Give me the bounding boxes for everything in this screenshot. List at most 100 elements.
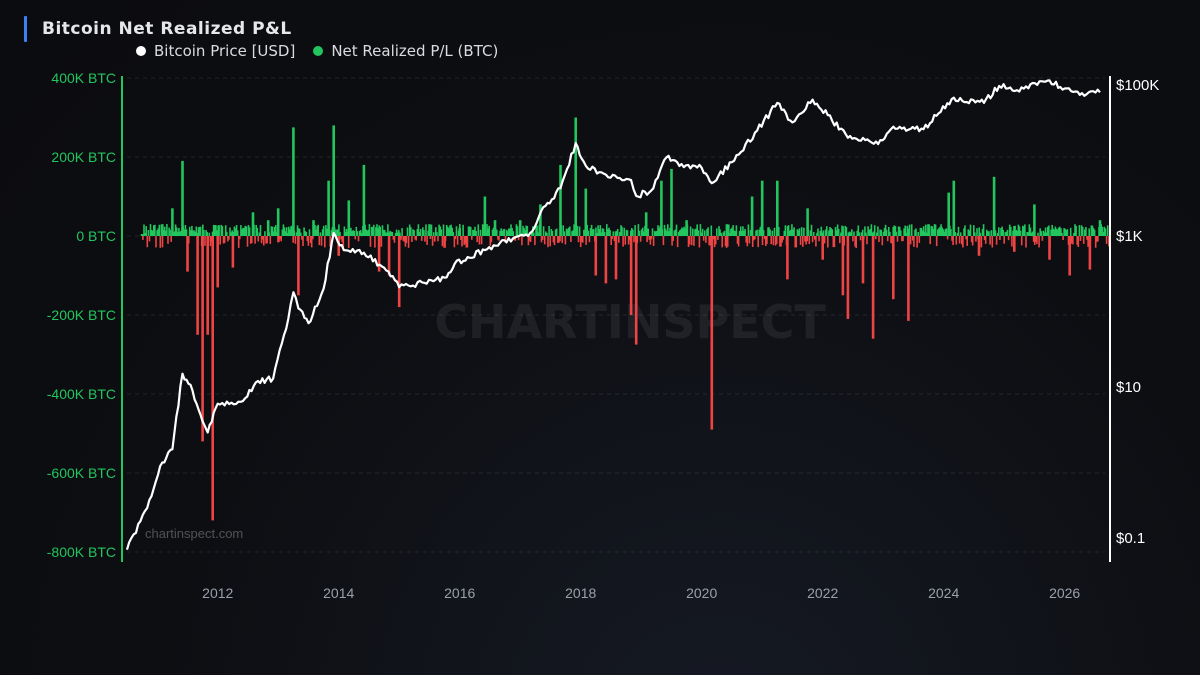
pl-noise-bar [402, 236, 404, 241]
pl-bar [750, 196, 754, 236]
pl-noise-bar [361, 232, 363, 236]
pl-noise-bar [873, 225, 876, 236]
pl-noise-bar [1084, 229, 1086, 236]
pl-noise-bar [763, 236, 766, 240]
pl-noise-bar [986, 229, 988, 236]
pl-noise-bar [304, 231, 306, 236]
pl-noise-bar [945, 228, 948, 236]
pl-noise-bar [772, 236, 775, 246]
legend-item-price[interactable]: Bitcoin Price [USD] [136, 42, 295, 60]
legend-item-pl[interactable]: Net Realized P/L (BTC) [313, 42, 498, 60]
pl-noise-bar [891, 236, 893, 244]
pl-noise-bar [472, 229, 474, 236]
pl-noise-bar [1098, 226, 1100, 236]
pl-noise-bar [338, 224, 340, 236]
pl-noise-bar [836, 224, 839, 236]
pl-noise-bar [380, 236, 383, 247]
pl-noise-bar [646, 236, 648, 243]
pl-noise-bar [526, 226, 529, 236]
pl-noise-bar [535, 225, 537, 236]
pl-noise-bar [851, 229, 853, 236]
pl-noise-bar [500, 228, 502, 236]
pl-noise-bar [386, 232, 388, 236]
pl-noise-bar [294, 236, 297, 244]
pl-noise-bar [146, 236, 149, 248]
pl-noise-bar [915, 228, 917, 236]
pl-noise-bar [395, 229, 398, 236]
pl-noise-bar [989, 236, 991, 245]
pl-noise-bar [1005, 231, 1008, 236]
pl-noise-bar [1074, 224, 1076, 236]
pl-noise-bar [496, 229, 498, 236]
pl-noise-bar [455, 226, 458, 236]
axes: 400K BTC 200K BTC 0 BTC -200K BTC -400K BTC -… [47, 70, 1160, 601]
pl-noise-bar [313, 226, 315, 236]
pl-bar [1068, 236, 1071, 276]
pl-noise-bar [759, 227, 762, 236]
pl-bar [443, 236, 446, 248]
pl-noise-bar [622, 236, 624, 247]
pl-noise-bar [830, 228, 832, 236]
pl-noise-bars [142, 224, 1111, 248]
pl-noise-bar [430, 224, 433, 236]
pl-noise-bar [1085, 227, 1087, 236]
pl-noise-bar [869, 228, 872, 236]
pl-noise-bar [264, 231, 266, 236]
left-tick-label: -200K BTC [47, 307, 116, 323]
pl-noise-bar [197, 227, 200, 236]
pl-noise-bar [155, 236, 157, 248]
pl-noise-bar [1020, 236, 1023, 246]
pl-noise-bar [273, 226, 276, 236]
pl-noise-bar [434, 236, 436, 242]
pl-noise-bar [955, 236, 958, 245]
pl-noise-bar [1078, 225, 1081, 236]
pl-noise-bar [653, 230, 656, 236]
pl-noise-bar [462, 224, 464, 236]
pl-noise-bar [852, 236, 854, 242]
pl-noise-bar [750, 232, 753, 236]
pl-bar [493, 220, 497, 236]
pl-noise-bar [342, 236, 345, 248]
pl-noise-bar [771, 230, 774, 236]
pl-noise-bar [435, 227, 437, 236]
pl-noise-bar [803, 227, 805, 236]
pl-noise-bar [812, 232, 815, 236]
pl-noise-bar [463, 236, 465, 245]
pl-noise-bar [1103, 226, 1106, 236]
pl-noise-bar [941, 227, 943, 236]
pl-noise-bar [223, 236, 226, 244]
pl-noise-bar [286, 233, 289, 236]
pl-noise-bar [894, 226, 897, 236]
pl-noise-bar [853, 231, 855, 236]
pl-noise-bar [196, 232, 199, 236]
pl-noise-bar [881, 236, 884, 246]
pl-noise-bar [625, 229, 628, 236]
pl-noise-bar [878, 236, 880, 243]
pl-bar [171, 208, 174, 236]
pl-noise-bar [353, 230, 355, 236]
pl-noise-bar [373, 224, 375, 236]
pl-noise-bar [901, 236, 903, 242]
pl-noise-bar [444, 236, 447, 241]
pl-noise-bar [1054, 226, 1057, 236]
pl-noise-bar [523, 228, 525, 236]
pl-noise-bar [1007, 236, 1010, 241]
pl-noise-bar [175, 227, 178, 236]
pl-noise-bar [925, 224, 927, 236]
pl-noise-bar [811, 236, 814, 243]
pl-noise-bar [539, 226, 542, 236]
pl-bar [397, 236, 401, 308]
pl-noise-bar [800, 227, 803, 236]
pl-noise-bar [832, 236, 835, 248]
pl-noise-bar [998, 227, 1000, 236]
pl-noise-bar [738, 231, 741, 236]
pl-noise-bar [440, 229, 443, 236]
pl-noise-bar [370, 226, 373, 236]
pl-noise-bar [582, 236, 584, 243]
pl-noise-bar [297, 228, 300, 236]
pl-noise-bar [685, 229, 688, 236]
pl-noise-bar [1092, 228, 1095, 236]
pl-noise-bar [835, 230, 838, 236]
pl-noise-bar [488, 225, 490, 236]
pl-noise-bar [1032, 236, 1035, 242]
